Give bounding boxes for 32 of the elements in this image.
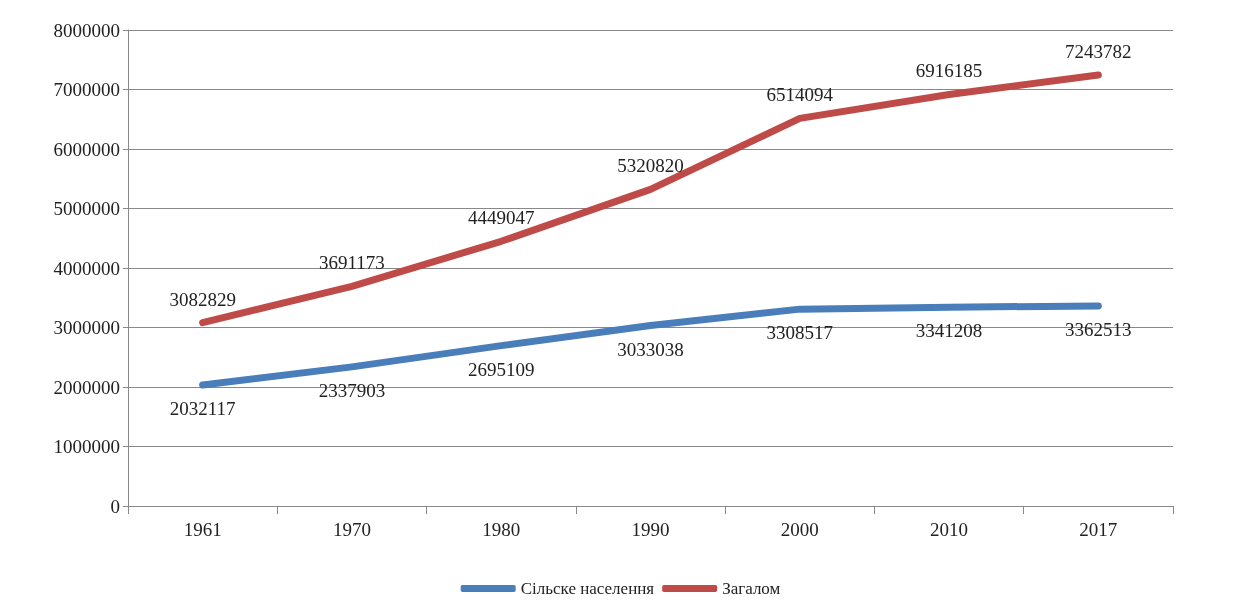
data-label: 3341208 xyxy=(915,320,983,342)
data-label: 3362513 xyxy=(1065,318,1132,340)
data-label: 6514094 xyxy=(766,84,834,106)
data-label: 7243782 xyxy=(1065,40,1132,62)
x-tick-label: 1961 xyxy=(183,519,222,540)
y-tick-label: 6000000 xyxy=(53,138,120,160)
data-label: 2032117 xyxy=(169,398,236,420)
y-tick-label: 3000000 xyxy=(53,317,120,338)
data-label: 3691173 xyxy=(319,252,385,274)
data-label: 3082829 xyxy=(169,288,236,310)
x-tick-label: 1990 xyxy=(631,519,670,540)
data-label: 2337903 xyxy=(318,379,386,401)
legend-label: Сільске населення xyxy=(520,579,655,598)
y-tick-label: 5000000 xyxy=(53,198,120,219)
x-tick-label: 2000 xyxy=(780,519,819,540)
legend-label: Загалом xyxy=(722,579,781,598)
data-label: 3033038 xyxy=(617,338,684,360)
data-label: 5320820 xyxy=(617,155,684,177)
y-tick-label: 1000000 xyxy=(53,436,120,457)
y-tick-label: 2000000 xyxy=(53,376,120,398)
y-tick-label: 4000000 xyxy=(53,257,120,279)
data-label: 6916185 xyxy=(915,60,983,82)
y-tick-label: 8000000 xyxy=(53,19,120,41)
y-tick-label: 0 xyxy=(110,495,120,517)
x-tick-label: 2017 xyxy=(1079,519,1118,540)
y-tick-label: 7000000 xyxy=(53,79,120,100)
x-tick-label: 1980 xyxy=(482,519,521,540)
data-label: 4449047 xyxy=(467,207,535,229)
data-label: 2695109 xyxy=(467,358,535,380)
x-tick-label: 2010 xyxy=(930,519,969,540)
data-label: 3308517 xyxy=(766,322,834,344)
x-tick-label: 1970 xyxy=(332,519,371,540)
